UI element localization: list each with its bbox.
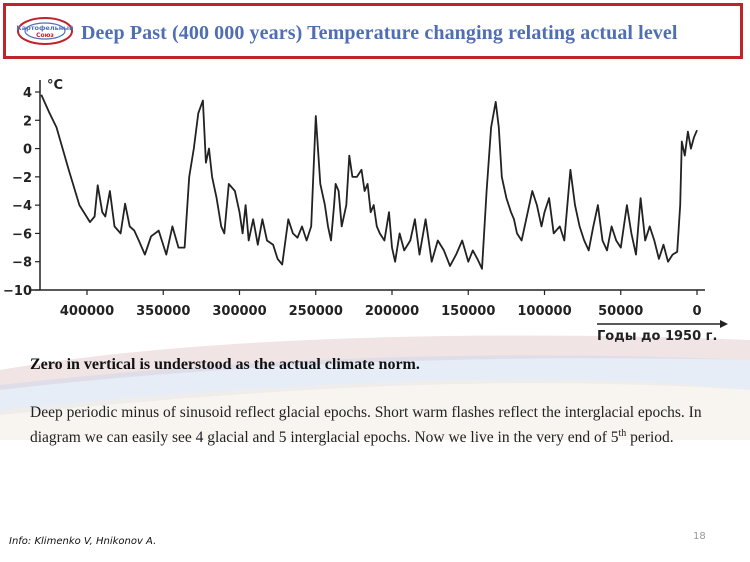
logo-icon: Картофельный Союз bbox=[16, 17, 74, 45]
slide-title: Deep Past (400 000 years) Temperature ch… bbox=[81, 22, 678, 44]
y-tick-label: −10 bbox=[3, 284, 32, 299]
x-axis-arrow-head bbox=[720, 320, 728, 328]
x-tick-label: 100000 bbox=[517, 304, 571, 319]
y-tick-label: −4 bbox=[12, 199, 32, 214]
x-tick-label: 200000 bbox=[365, 304, 419, 319]
x-tick-label: 150000 bbox=[441, 304, 495, 319]
source-credit: Info: Klimenko V, Hnikonov A. bbox=[9, 536, 157, 547]
page-number: 18 bbox=[693, 531, 706, 542]
x-tick-label: 400000 bbox=[60, 304, 114, 319]
y-tick-label: 2 bbox=[23, 114, 32, 129]
x-tick-label: 350000 bbox=[136, 304, 190, 319]
x-tick-label: 0 bbox=[692, 304, 701, 319]
description-paragraph: Deep periodic minus of sinusoid reflect … bbox=[30, 402, 710, 448]
x-tick-label: 50000 bbox=[598, 304, 643, 319]
zero-note: Zero in vertical is understood as the ac… bbox=[30, 356, 420, 373]
y-tick-label: 0 bbox=[23, 143, 32, 158]
y-tick-label: −6 bbox=[12, 227, 32, 242]
description-text-end: period. bbox=[626, 429, 674, 447]
y-axis-unit-label: °C bbox=[47, 78, 63, 93]
svg-text:Союз: Союз bbox=[36, 32, 54, 39]
y-tick-label: 4 bbox=[23, 86, 32, 101]
x-axis-label: Годы до 1950 г. bbox=[597, 329, 717, 344]
description-text: Deep periodic minus of sinusoid reflect … bbox=[30, 404, 702, 447]
temperature-series-line bbox=[40, 94, 698, 270]
x-tick-label: 300000 bbox=[212, 304, 266, 319]
description-superscript: th bbox=[618, 428, 627, 439]
x-tick-label: 250000 bbox=[289, 304, 343, 319]
background-swoosh bbox=[0, 335, 750, 440]
temperature-chart: 4 2 0 −2 −4 −6 −8 −10 400000 350000 300000 250000 20… bbox=[3, 78, 728, 344]
header-bar: Картофельный Союз Deep Past (400 000 yea… bbox=[3, 3, 743, 59]
y-tick-label: −8 bbox=[12, 256, 32, 271]
y-tick-label: −2 bbox=[12, 171, 32, 186]
svg-text:Картофельный: Картофельный bbox=[16, 24, 74, 32]
